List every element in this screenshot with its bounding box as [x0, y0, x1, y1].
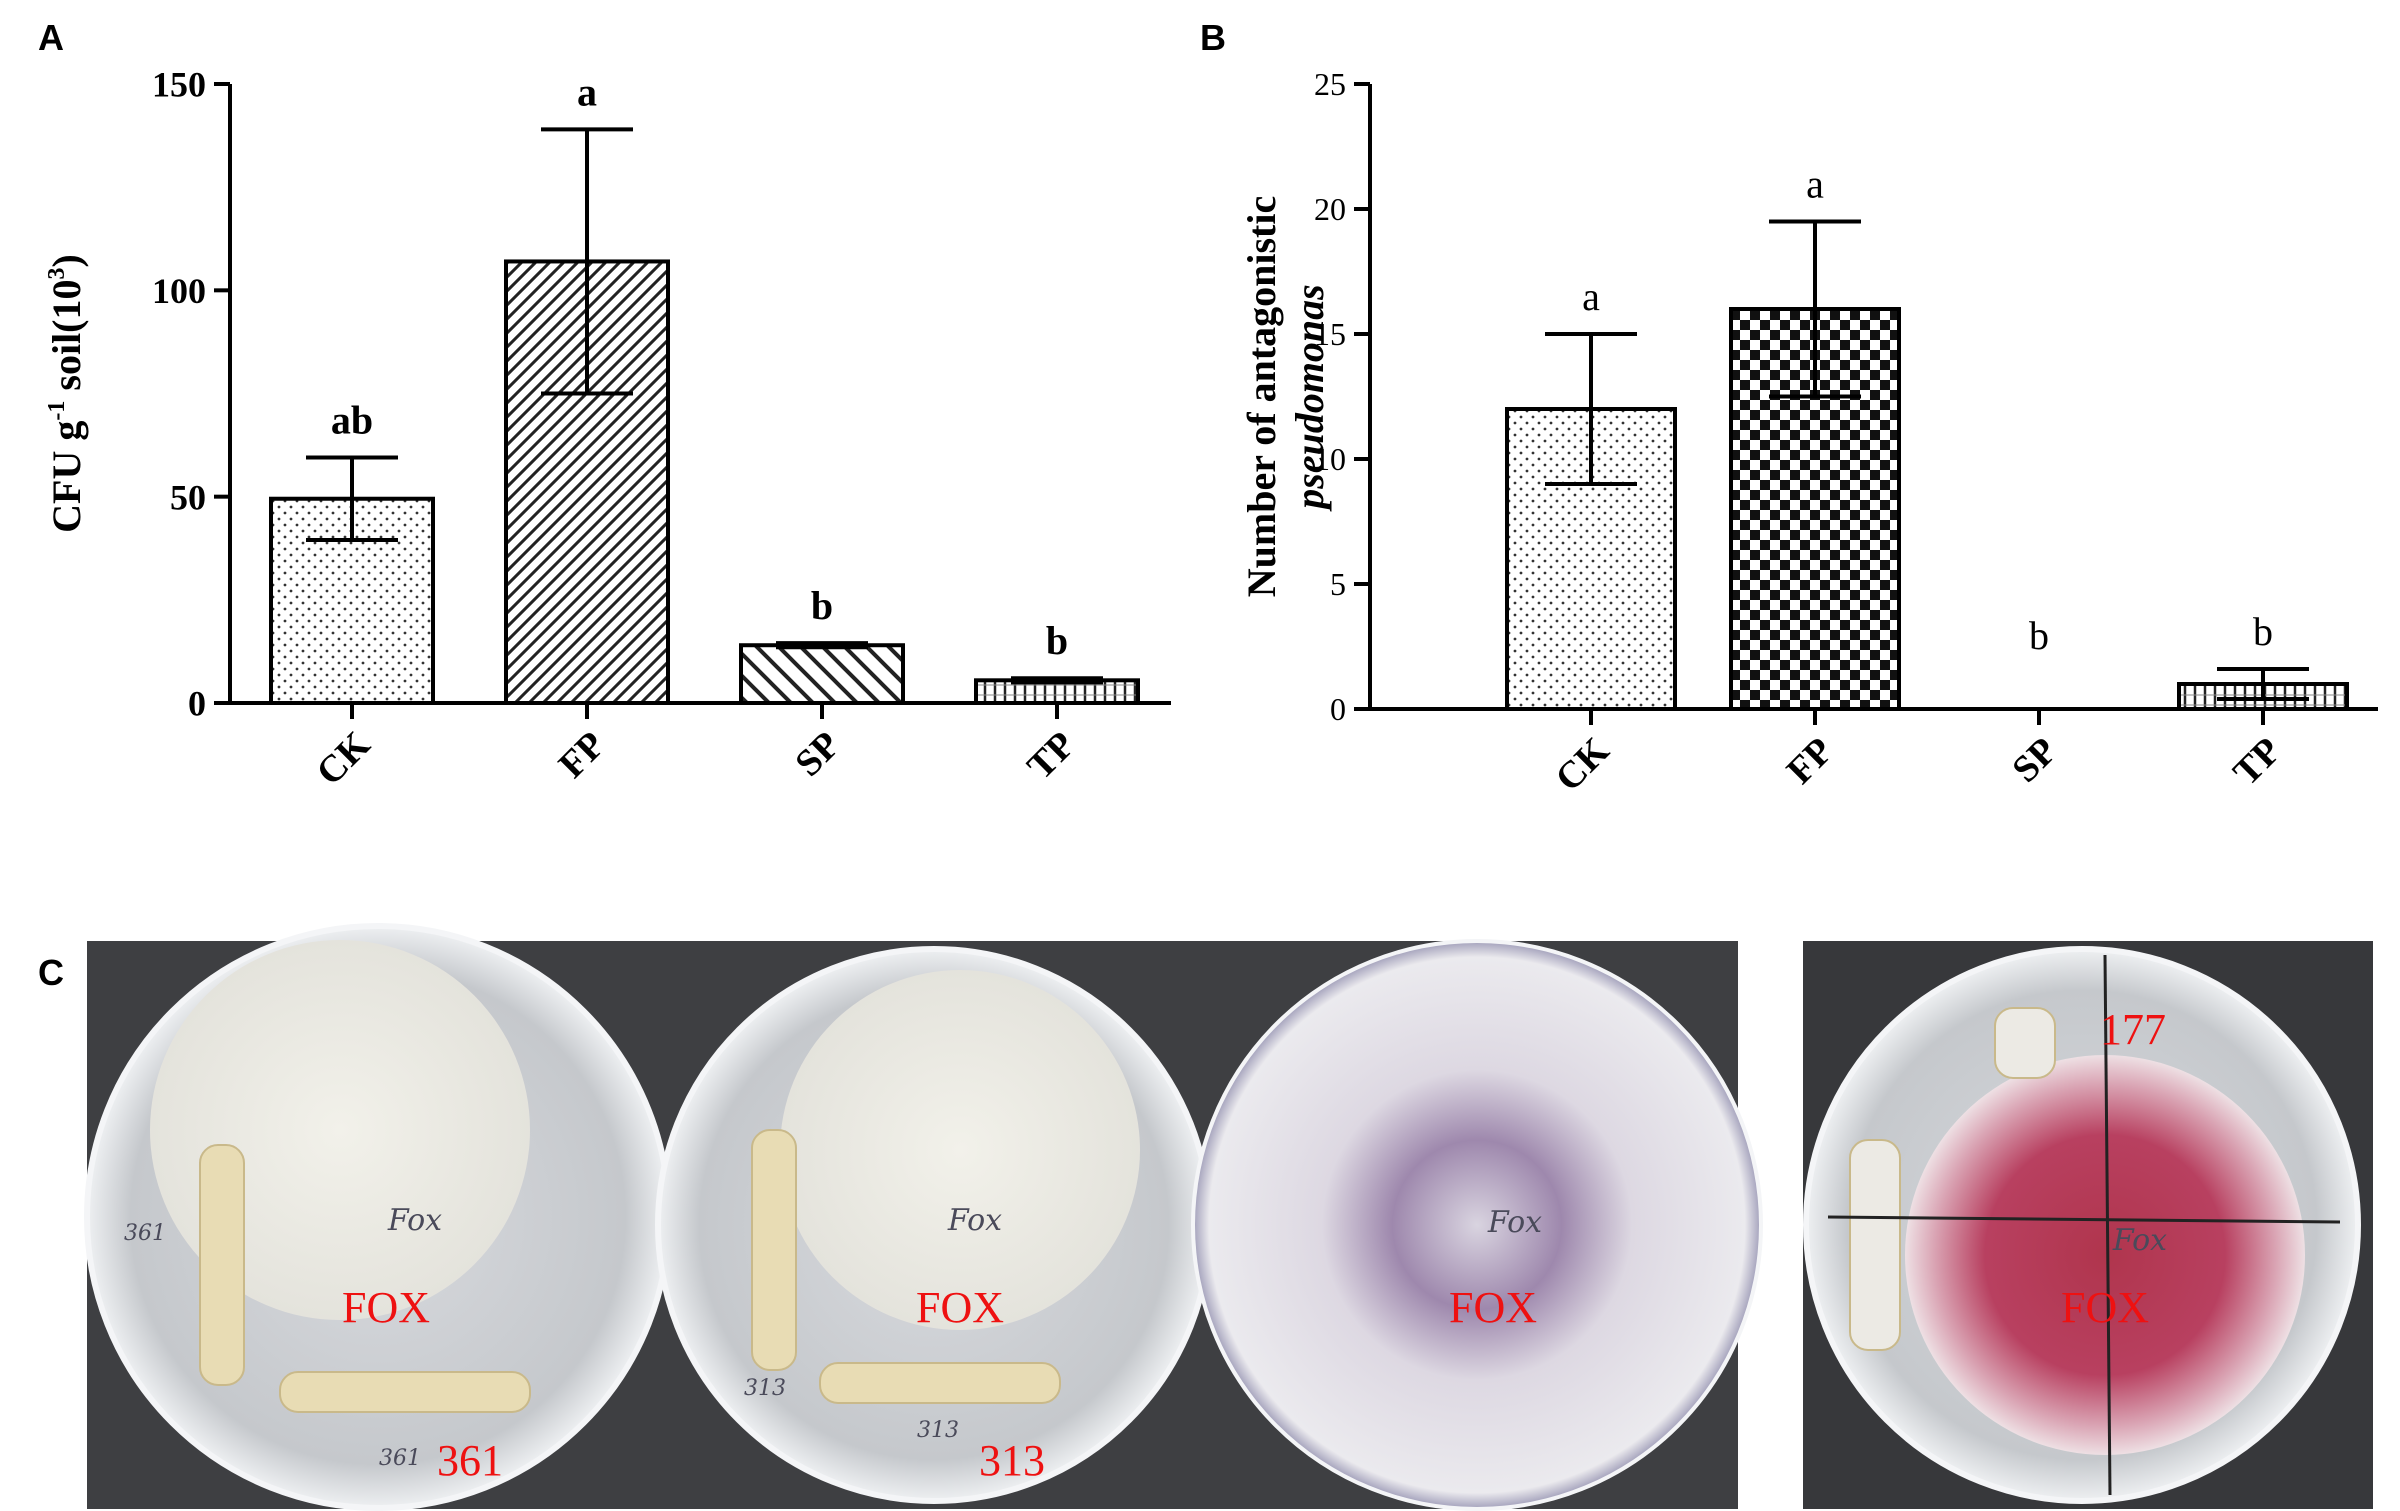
y-axis-label-part: 3: [44, 267, 70, 279]
handwriting: 313: [744, 1376, 786, 1401]
y-axis-label: Number of antagonistic: [1239, 196, 1284, 597]
handwriting: 361: [379, 1446, 421, 1471]
y-axis-label-part: soil(10: [44, 279, 89, 400]
fox-label: FOX: [342, 1283, 430, 1332]
y-tick-label: 0: [188, 684, 206, 724]
handwriting: 361: [124, 1221, 166, 1246]
handwriting: Fox: [947, 1203, 1002, 1238]
fungal-colony: [780, 970, 1140, 1330]
y-axis-label-part: -1: [44, 401, 70, 421]
x-tick-label: SP: [2004, 730, 2065, 791]
bacterial-streak: [1994, 1007, 2056, 1079]
significance-letter: b: [2253, 609, 2273, 654]
panel-label: A: [38, 17, 64, 58]
strain-label: 361: [437, 1436, 503, 1485]
bacterial-streak: [279, 1371, 531, 1413]
y-tick-label: 50: [170, 477, 206, 517]
significance-letter: a: [1582, 274, 1600, 319]
fox-label: FOX: [916, 1283, 1004, 1332]
x-tick-label: TP: [1019, 724, 1083, 788]
y-tick-label: 5: [1330, 566, 1346, 602]
y-axis-label: CFU g-1 soil(103): [44, 254, 89, 533]
x-tick-label: SP: [787, 724, 848, 785]
y-tick-label: 25: [1314, 66, 1346, 102]
handwriting: Fox: [1487, 1205, 1542, 1240]
y-tick-label: 20: [1314, 191, 1346, 227]
panel-label: C: [38, 952, 64, 993]
strain-label: 177: [2100, 1005, 2166, 1054]
significance-letter: ab: [331, 397, 373, 442]
bar: [739, 643, 905, 706]
significance-letter: b: [811, 583, 833, 628]
x-tick-label: TP: [2225, 730, 2289, 794]
handwriting: Fox: [2112, 1223, 2167, 1258]
fox-label: FOX: [1449, 1283, 1537, 1332]
x-tick-label: FP: [551, 724, 614, 787]
handwriting: 313: [917, 1418, 959, 1443]
y-tick-label: 10: [1314, 441, 1346, 477]
handwriting: Fox: [387, 1203, 442, 1238]
strain-label: 313: [979, 1436, 1045, 1485]
bacterial-streak: [1849, 1139, 1901, 1351]
marker-line: [1827, 1215, 2341, 1224]
y-axis-label-part: CFU g: [44, 421, 89, 533]
y-tick-label: 0: [1330, 691, 1346, 727]
panel-label: B: [1200, 17, 1226, 58]
fungal-colony: [1905, 1055, 2305, 1455]
y-axis-label: pseudomonas: [1287, 284, 1332, 512]
y-axis-label-part: ): [44, 254, 89, 267]
x-tick-label: CK: [1547, 729, 1617, 799]
bacterial-streak: [199, 1144, 245, 1386]
y-tick-label: 15: [1314, 316, 1346, 352]
significance-letter: b: [1046, 618, 1068, 663]
marker-line: [2103, 954, 2112, 1496]
significance-letter: a: [1806, 162, 1824, 207]
fungal-colony: [1195, 943, 1759, 1507]
x-tick-label: FP: [1779, 730, 1842, 793]
fox-label: FOX: [2061, 1283, 2149, 1332]
significance-letter: a: [577, 69, 597, 114]
significance-letter: b: [2029, 613, 2049, 658]
bacterial-streak: [819, 1362, 1061, 1404]
x-tick-label: CK: [308, 723, 378, 793]
y-tick-label: 100: [152, 271, 206, 311]
y-tick-label: 150: [152, 65, 206, 105]
bacterial-streak: [751, 1129, 797, 1371]
